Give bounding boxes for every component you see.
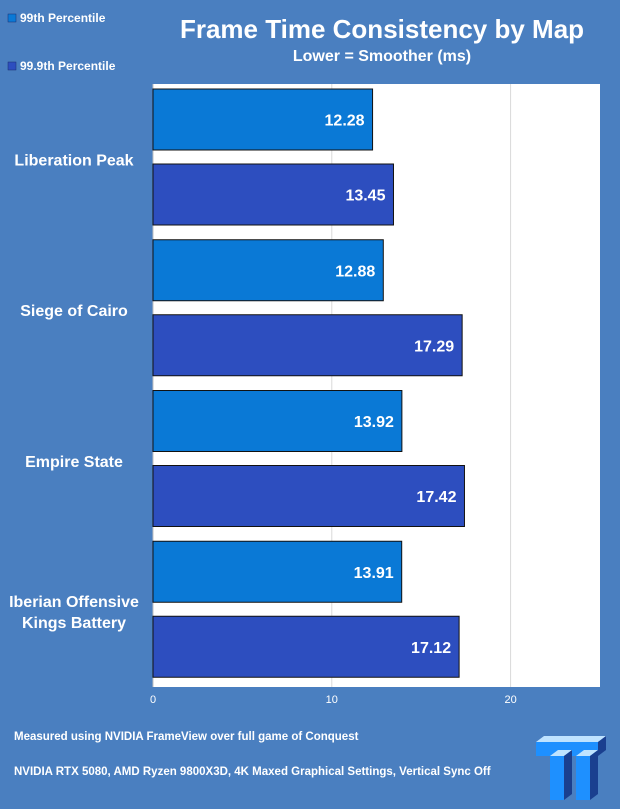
x-tick-label: 20 [504, 694, 516, 706]
bar [152, 314, 463, 377]
data-label: 13.45 [345, 188, 385, 205]
bar [152, 465, 465, 527]
logo-block-face [576, 756, 590, 800]
logo-block-top [550, 750, 572, 756]
legend-label: 99.9th Percentile [20, 59, 116, 73]
logo-block-side [590, 750, 598, 800]
footnote-hardware: NVIDIA RTX 5080, AMD Ryzen 9800X3D, 4K M… [14, 766, 491, 778]
logo-block-side [564, 750, 572, 800]
x-tick-label: 0 [150, 694, 156, 706]
logo-block-side [598, 736, 606, 756]
category-label: Kings Battery [22, 615, 126, 632]
data-label: 13.91 [354, 565, 394, 582]
bar [152, 239, 384, 302]
legend-swatch [7, 13, 17, 23]
chart-subtitle: Lower = Smoother (ms) [293, 48, 471, 65]
bar [152, 163, 394, 226]
bar [152, 390, 403, 452]
logo-block-top [536, 736, 606, 742]
data-label: 17.12 [411, 640, 451, 657]
bar [152, 615, 460, 678]
legend-swatch [7, 61, 17, 71]
data-label: 17.29 [414, 338, 454, 355]
logo-block-face [550, 756, 564, 800]
footnote-method: Measured using NVIDIA FrameView over ful… [14, 731, 359, 743]
data-label: 17.42 [416, 489, 456, 506]
logo-block-top [576, 750, 598, 756]
legend-label: 99th Percentile [20, 11, 106, 25]
chart-title: Frame Time Consistency by Map [180, 14, 584, 44]
category-label: Siege of Cairo [20, 303, 128, 320]
category-label: Empire State [25, 454, 123, 471]
tt-logo-icon [536, 736, 606, 800]
bar [152, 540, 403, 603]
bar [152, 88, 374, 151]
category-label: Iberian Offensive [9, 594, 139, 611]
category-label: Liberation Peak [14, 152, 133, 169]
x-tick-label: 10 [326, 694, 338, 706]
data-label: 12.28 [325, 113, 365, 130]
data-label: 12.88 [335, 263, 375, 280]
data-label: 13.92 [354, 414, 394, 431]
